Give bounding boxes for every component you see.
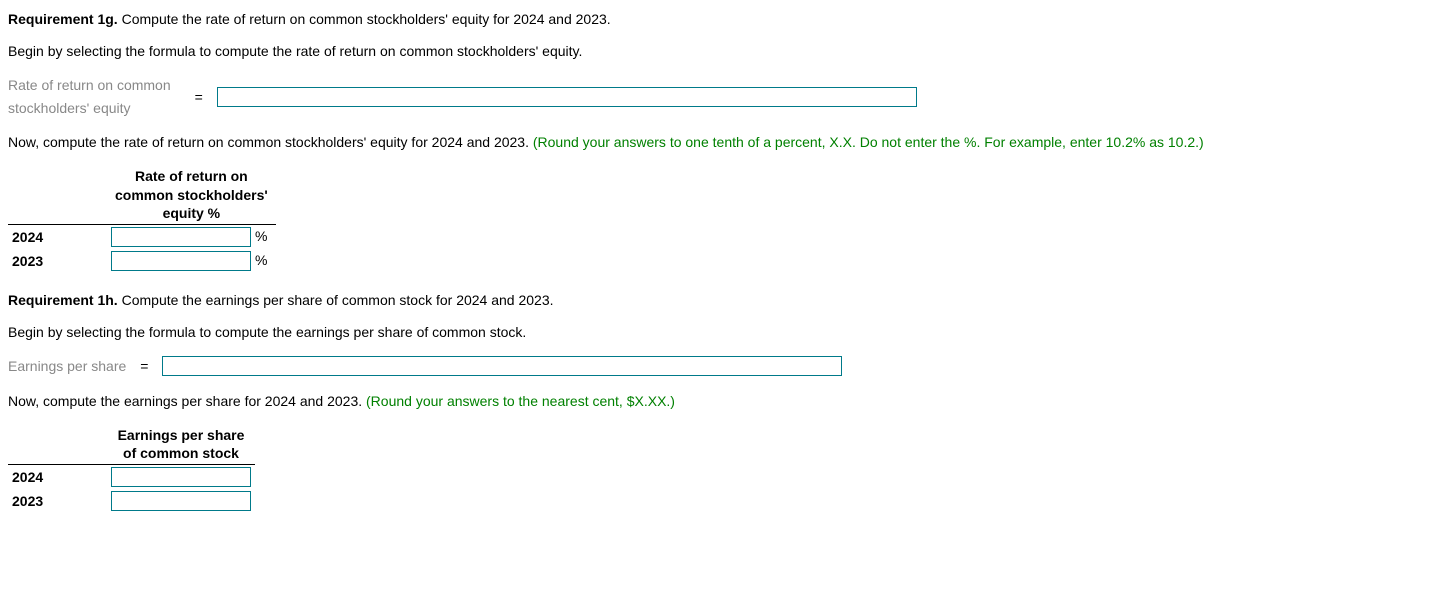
table-row: 2024 % (8, 224, 276, 249)
req-h-now-text: Now, compute the earnings per share for … (8, 392, 1421, 410)
percent-suffix: % (255, 228, 267, 244)
value-cell (107, 465, 255, 490)
req-g-formula-label-line2: stockholders' equity (8, 97, 171, 119)
req-g-2023-input[interactable] (111, 251, 251, 271)
year-label: 2024 (8, 224, 107, 249)
year-label: 2023 (8, 489, 107, 513)
req-g-formula-label: Rate of return on common stockholders' e… (8, 74, 171, 119)
equals-sign: = (140, 358, 148, 374)
req-g-table-header-l3: equity % (115, 204, 268, 222)
req-h-table-header: Earnings per share of common stock (107, 424, 255, 465)
value-cell: % (107, 249, 276, 273)
req-h-formula-row: Earnings per share = (8, 355, 1421, 377)
req-g-2024-input[interactable] (111, 227, 251, 247)
table-row: 2023 % (8, 249, 276, 273)
table-row: 2023 (8, 489, 255, 513)
year-label: 2024 (8, 465, 107, 490)
req-g-table-header-l2: common stockholders' (115, 186, 268, 204)
value-cell (107, 489, 255, 513)
req-h-formula-input[interactable] (162, 356, 842, 376)
req-g-now-prefix: Now, compute the rate of return on commo… (8, 134, 533, 150)
req-g-table: Rate of return on common stockholders' e… (8, 165, 276, 273)
req-g-now-text: Now, compute the rate of return on commo… (8, 133, 1421, 151)
requirement-1h-text: Requirement 1h. Compute the earnings per… (8, 291, 1421, 309)
req-h-begin-text: Begin by selecting the formula to comput… (8, 323, 1421, 341)
table-row: 2024 (8, 465, 255, 490)
req-g-table-header-l1: Rate of return on (115, 167, 268, 185)
requirement-1g-desc: Compute the rate of return on common sto… (118, 11, 611, 27)
value-cell: % (107, 224, 276, 249)
req-h-now-hint: (Round your answers to the nearest cent,… (366, 393, 675, 409)
req-h-now-prefix: Now, compute the earnings per share for … (8, 393, 366, 409)
req-g-formula-input[interactable] (217, 87, 917, 107)
req-h-table: Earnings per share of common stock 2024 … (8, 424, 255, 513)
year-label: 2023 (8, 249, 107, 273)
req-g-begin-text: Begin by selecting the formula to comput… (8, 42, 1421, 60)
req-h-table-header-l1: Earnings per share (115, 426, 247, 444)
req-g-now-hint: (Round your answers to one tenth of a pe… (533, 134, 1204, 150)
req-g-formula-row: Rate of return on common stockholders' e… (8, 74, 1421, 119)
req-g-formula-label-line1: Rate of return on common (8, 74, 171, 96)
requirement-1g-text: Requirement 1g. Compute the rate of retu… (8, 10, 1421, 28)
requirement-1h-label: Requirement 1h. (8, 292, 118, 308)
equals-sign: = (195, 89, 203, 105)
req-h-2024-input[interactable] (111, 467, 251, 487)
req-h-2023-input[interactable] (111, 491, 251, 511)
percent-suffix: % (255, 252, 267, 268)
req-g-table-header: Rate of return on common stockholders' e… (107, 165, 276, 224)
req-h-table-header-l2: of common stock (115, 444, 247, 462)
req-h-formula-label: Earnings per share (8, 355, 126, 377)
requirement-1h-desc: Compute the earnings per share of common… (118, 292, 554, 308)
requirement-1g-label: Requirement 1g. (8, 11, 118, 27)
